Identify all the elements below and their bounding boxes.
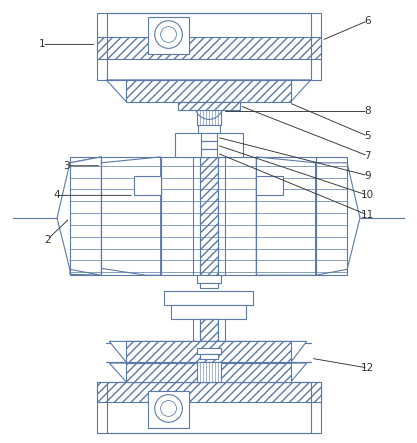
Text: 3: 3 <box>64 161 70 171</box>
Bar <box>148 17 189 54</box>
Bar <box>200 319 218 348</box>
Bar <box>126 80 291 101</box>
Wedge shape <box>195 105 223 119</box>
Circle shape <box>161 27 176 43</box>
Bar <box>201 133 217 141</box>
Bar <box>256 157 316 275</box>
Bar <box>96 38 322 59</box>
Text: 4: 4 <box>54 190 60 200</box>
Bar <box>197 105 221 125</box>
Polygon shape <box>106 80 311 101</box>
Bar <box>197 275 221 283</box>
Bar <box>101 157 161 275</box>
Text: 7: 7 <box>364 151 371 161</box>
Bar <box>201 149 217 157</box>
Polygon shape <box>316 163 360 275</box>
Bar <box>256 175 283 195</box>
Bar <box>197 348 221 354</box>
Text: 9: 9 <box>364 171 371 181</box>
Bar <box>171 305 246 319</box>
Polygon shape <box>70 268 101 275</box>
Bar <box>96 382 322 433</box>
Polygon shape <box>256 157 316 275</box>
Circle shape <box>155 395 182 422</box>
Text: 2: 2 <box>44 235 50 245</box>
Bar <box>200 157 218 275</box>
Bar <box>107 382 311 433</box>
Bar <box>316 157 347 275</box>
Bar <box>161 157 256 275</box>
Bar <box>70 157 101 275</box>
Bar <box>200 319 218 348</box>
Polygon shape <box>109 342 306 362</box>
Bar <box>176 133 203 157</box>
Text: 11: 11 <box>361 210 374 220</box>
Bar <box>178 101 240 109</box>
Text: 1: 1 <box>39 39 45 49</box>
Bar <box>126 342 291 362</box>
Bar <box>96 382 322 401</box>
Bar <box>198 125 220 133</box>
Text: 12: 12 <box>361 363 374 373</box>
Bar <box>148 391 189 428</box>
Circle shape <box>161 400 176 416</box>
Bar <box>96 13 322 80</box>
Bar <box>107 13 311 80</box>
Bar <box>197 362 221 382</box>
Polygon shape <box>101 157 161 275</box>
Text: 5: 5 <box>364 131 371 141</box>
Text: 10: 10 <box>361 190 374 200</box>
Bar <box>178 101 240 109</box>
Bar <box>200 354 218 359</box>
Bar <box>200 157 218 275</box>
Bar <box>126 363 291 382</box>
Text: 8: 8 <box>364 106 371 117</box>
Text: 6: 6 <box>364 16 371 26</box>
Polygon shape <box>57 157 101 275</box>
Polygon shape <box>70 157 101 163</box>
Bar <box>215 133 243 157</box>
Bar <box>201 141 217 149</box>
Bar <box>163 291 254 305</box>
Circle shape <box>155 21 182 48</box>
Bar <box>200 283 218 288</box>
Bar <box>134 175 161 195</box>
Polygon shape <box>109 363 306 382</box>
